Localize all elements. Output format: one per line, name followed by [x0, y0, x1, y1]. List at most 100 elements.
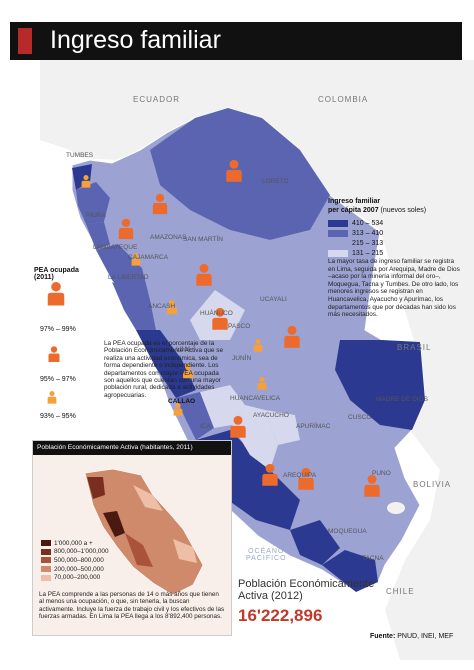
region-huancavelica: [200, 385, 245, 428]
label-huancavelica: HUANCAVELICA: [230, 395, 281, 402]
label-piura: PIURA: [86, 212, 106, 219]
person-icon: [131, 253, 141, 266]
person-icon: [47, 391, 57, 404]
region-junin: [182, 340, 260, 392]
label-cusco: CUSCO: [348, 414, 372, 421]
person-icon: [253, 339, 263, 352]
label-moquegua: MOQUEGUA: [328, 528, 367, 535]
inset-peru: [84, 468, 204, 596]
inset-legend-label: 500,000–800,000: [54, 556, 104, 564]
person-icon: [257, 377, 267, 390]
region-ancash: [112, 282, 156, 330]
ocean-line2: PACÍFICO: [246, 555, 287, 562]
income-legend-item: 131 – 215: [328, 248, 458, 258]
label-arequipa: AREQUIPA: [283, 472, 317, 479]
label-callao: CALLAO: [168, 398, 196, 405]
income-legend-subtitle-rest: (nuevos soles): [380, 207, 427, 214]
region-cusco: [295, 360, 350, 460]
neighbor-north: [40, 60, 474, 240]
pea-note: La PEA ocupada es el porcentaje de la Po…: [104, 340, 224, 399]
inset-title: Población Económicamente Activa (habitan…: [33, 441, 231, 455]
person-icon: [230, 415, 246, 438]
person-icon: [152, 193, 168, 215]
person-icon: [364, 474, 380, 497]
income-note: La mayor tasa de ingreso familiar se reg…: [328, 258, 460, 319]
label-ayacucho: AYACUCHO: [253, 412, 289, 419]
inset-legend-label: 70,000–200,000: [54, 574, 101, 582]
region-la-libertad: [96, 244, 150, 300]
income-legend-items: 410 – 534 313 – 410 215 – 313 131 – 215: [328, 218, 458, 258]
label-tumbes: TUMBES: [66, 152, 94, 159]
lake-titicaca: [387, 502, 405, 514]
inset-legend-label: 800,000–1'000,000: [54, 548, 109, 556]
source-text: PNUD, INEI, MEF: [397, 633, 454, 640]
inset-region-dark: [103, 511, 125, 537]
title-bar: Ingreso familiar: [10, 22, 462, 60]
pea-legend-label-1: 97% – 99%: [40, 326, 76, 333]
region-lima: [136, 330, 196, 398]
label-cajamarca: CAJAMARCA: [128, 254, 169, 261]
label-huanuco: HUÁNUCO: [200, 310, 233, 317]
source-label: Fuente:: [370, 633, 396, 640]
pea-legend: PEA ocupada (2011): [34, 267, 94, 281]
person-icon: [196, 263, 212, 286]
inset-legend-swatch: [41, 574, 51, 581]
population-value: 16'222,896: [238, 606, 323, 625]
label-madre-de-dios: MADRE DE DIOS: [376, 396, 429, 403]
region-tacna: [322, 550, 378, 592]
inset-legend-swatch: [41, 566, 51, 573]
person-icon: [173, 403, 183, 416]
label-lima: LIMA: [176, 346, 192, 353]
label-la-libertad: LA LIBERTAD: [108, 274, 149, 281]
label-chile: CHILE: [386, 587, 415, 596]
source: Fuente: PNUD, INEI, MEF: [370, 633, 453, 640]
ocean-line1: OCÉANO: [248, 548, 285, 555]
income-legend-label: 131 – 215: [352, 249, 384, 257]
region-ucayali: [230, 230, 330, 345]
person-icon: [262, 463, 278, 486]
page-title: Ingreso familiar: [50, 26, 221, 54]
label-colombia: COLOMBIA: [318, 95, 369, 104]
label-brasil: BRASIL: [397, 343, 432, 352]
label-lambayeque: LAMBAYEQUE: [93, 244, 138, 251]
pea-legend-label-3: 93% – 95%: [40, 413, 76, 420]
inset-legend-item: 200,000–500,000: [41, 565, 109, 574]
inset-legend: 1'000,000 a +800,000–1'000,000 500,000–80…: [41, 539, 109, 582]
label-amazonas: AMAZONAS: [150, 234, 187, 241]
person-icon: [48, 346, 60, 362]
region-san-martin: [150, 190, 200, 262]
title-accent: [18, 28, 32, 54]
income-legend-item: 313 – 410: [328, 228, 458, 238]
inset-legend-item: 500,000–800,000: [41, 556, 109, 565]
income-legend-label: 410 – 534: [352, 219, 384, 227]
inset-legend-label: 1'000,000 a +: [54, 539, 93, 547]
inset-legend-swatch: [41, 540, 51, 547]
inset-region-light2: [173, 539, 197, 563]
income-legend-label: 313 – 410: [352, 229, 384, 237]
population-title: Población Económicamente Activa (2012): [238, 578, 375, 602]
region-piura: [76, 182, 110, 224]
inset-pea-map: Población Económicamente Activa (habitan…: [32, 440, 232, 636]
label-tacna: TACNA: [362, 555, 384, 562]
pea-legend-label-2: 95% – 97%: [40, 376, 76, 383]
income-legend-item: 215 – 313: [328, 238, 458, 248]
income-legend-item: 410 – 534: [328, 218, 458, 228]
region-puno: [300, 425, 400, 550]
person-icon: [47, 281, 65, 306]
pea-legend-title: PEA ocupada (2011): [34, 267, 79, 281]
inset-region-light: [133, 485, 163, 511]
inset-region-mid: [87, 477, 105, 499]
inset-legend-item: 800,000–1'000,000: [41, 548, 109, 557]
neighbor-east: [380, 210, 474, 660]
region-ayacucho: [232, 405, 278, 470]
person-icon: [298, 467, 314, 490]
inset-legend-label: 200,000–500,000: [54, 565, 104, 573]
income-legend-swatch: [328, 249, 348, 257]
income-legend-label: 215 – 313: [352, 239, 384, 247]
label-san-martin: SAN MARTÍN: [183, 236, 223, 243]
income-legend-subtitle: per cápita 2007 (nuevos soles): [328, 206, 458, 215]
label-pasco: PASCO: [228, 323, 251, 330]
region-madre-de-dios: [335, 340, 425, 430]
label-ancash: ÁNCASH: [148, 303, 176, 310]
person-icon: [118, 218, 134, 240]
